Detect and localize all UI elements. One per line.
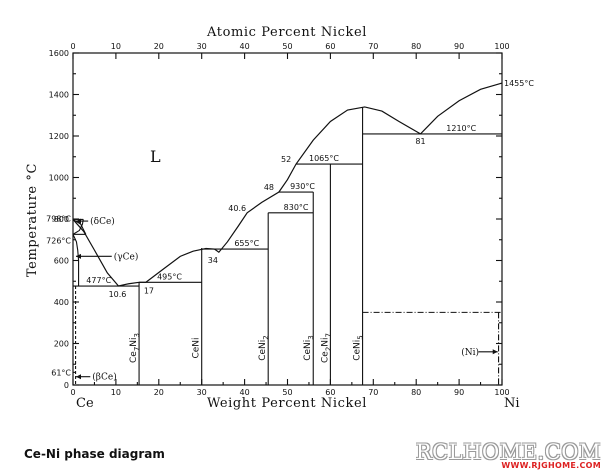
endpoint-ni-label: Ni — [504, 396, 520, 411]
ce-phase-boundary — [72, 219, 84, 235]
ce-phase-boundary — [72, 218, 87, 235]
delta-ce-label-arrowhead — [76, 218, 82, 224]
watermark-main: RCLHOME.COM — [415, 440, 601, 464]
compound-label-part: Ni — [129, 337, 139, 346]
x-top-tick-label: 100 — [494, 42, 509, 51]
compound-label-part: CeNi — [192, 337, 202, 358]
x-top-tick-label: 40 — [240, 42, 250, 51]
x-tick-label: 100 — [494, 388, 509, 397]
ni-melting-point-label: 1455°C — [504, 79, 534, 88]
x-tick-label: 30 — [197, 388, 207, 397]
y-tick-label: 400 — [54, 298, 69, 307]
compound-label-part: CeNi — [258, 340, 268, 361]
x-tick-label: 90 — [454, 388, 464, 397]
compound-label-part: Ce — [320, 351, 330, 363]
ni-arrowhead — [492, 349, 498, 355]
x-tick-label: 80 — [411, 388, 421, 397]
composition-label: 81 — [415, 137, 425, 146]
compound-label-part: Ce — [129, 351, 139, 363]
gamma-ce-label-arrowhead — [76, 253, 82, 259]
invariant-temp-label: 1065°C — [309, 154, 339, 163]
y-tick-label: 800 — [54, 215, 69, 224]
x-top-tick-label: 20 — [154, 42, 164, 51]
compound-label: Ce7Ni3 — [129, 333, 141, 363]
beta-ce-label: (βCe) — [92, 372, 116, 383]
x-top-tick-label: 80 — [411, 42, 421, 51]
y-tick-label: 1400 — [49, 91, 69, 100]
compound-label-part: 2 — [262, 335, 270, 339]
y-tick-label: 1200 — [49, 132, 69, 141]
ce-phase-boundary — [72, 234, 80, 287]
compound-label: CeNi2 — [258, 335, 270, 361]
invariant-temp-label: 655°C — [234, 239, 259, 248]
invariant-temp-label: 726°C — [46, 236, 71, 245]
compound-label-part: 3 — [133, 333, 141, 337]
compound-label-part: Ni — [320, 337, 330, 346]
temp-61-label: 61°C — [51, 368, 71, 377]
x-top-tick-label: 70 — [368, 42, 378, 51]
compound-label-part: 5 — [357, 335, 365, 339]
composition-label: 17 — [144, 286, 154, 295]
compound-label-part: 3 — [307, 335, 315, 339]
phase-boundaries — [72, 82, 503, 385]
x-tick-label: 50 — [282, 388, 292, 397]
compound-label: CeNi5 — [353, 335, 365, 361]
x-axis-label: Weight Percent Nickel — [207, 396, 367, 411]
compound-label: Ce2Ni7 — [320, 333, 332, 363]
x-top-tick-label: 50 — [282, 42, 292, 51]
composition-label: 10.6 — [109, 290, 127, 299]
figure-caption: Ce-Ni phase diagram — [24, 447, 165, 461]
composition-label: 40.6 — [228, 204, 246, 213]
x-top-axis-label: Atomic Percent Nickel — [206, 25, 367, 40]
compound-label-part: CeNi — [303, 340, 313, 361]
x-top-tick-label: 60 — [325, 42, 335, 51]
compound-label-part: 7 — [324, 333, 332, 337]
x-tick-label: 60 — [325, 388, 335, 397]
x-tick-label: 0 — [70, 388, 75, 397]
invariant-temp-label: 1210°C — [446, 124, 476, 133]
y-tick-label: 0 — [64, 381, 69, 390]
watermark-sub: WWW.RJGHOME.COM — [501, 461, 601, 470]
y-tick-label: 600 — [54, 257, 69, 266]
compound-label: CeNi — [192, 337, 202, 358]
x-tick-label: 40 — [240, 388, 250, 397]
delta-ce-label: (δCe) — [90, 216, 115, 227]
invariant-lines: 798°C 726°C 477°C 495°C 655°C 830°C 930°C 1065°… — [46, 124, 502, 287]
invariant-temp-label: 495°C — [157, 272, 182, 281]
liquidus-curve — [72, 82, 503, 287]
y-axis-label: Temperature °C — [25, 163, 40, 277]
invariant-temp-label: 930°C — [290, 182, 315, 191]
ni-phase-label: (Ni) — [461, 347, 479, 358]
annotations: 10.6 173440.6485281(δCe)(γCe)(βCe)(Ni)61°… — [51, 79, 534, 383]
compound-label-part: CeNi — [353, 340, 363, 361]
compound-label: CeNi3 — [303, 335, 315, 361]
endpoint-ce-label: Ce — [76, 396, 94, 411]
invariant-temp-label: 477°C — [86, 276, 111, 285]
composition-label: 52 — [281, 155, 291, 164]
invariant-temp-label: 798°C — [46, 214, 71, 223]
x-top-tick-label: 30 — [197, 42, 207, 51]
axis-tick-labels: 0 10 20 30 40 50 60 70 80 90 1000 10 20 30 40 50 60 70 80 9… — [49, 42, 510, 397]
x-tick-label: 70 — [368, 388, 378, 397]
gamma-ce-label: (γCe) — [114, 251, 139, 262]
liquid-region-label: L — [150, 147, 161, 166]
composition-label: 48 — [264, 183, 274, 192]
composition-label: 34 — [208, 256, 218, 265]
x-top-tick-label: 10 — [111, 42, 121, 51]
beta-ce-label-arrowhead — [76, 374, 82, 380]
invariant-temp-label: 830°C — [284, 203, 309, 212]
y-tick-label: 200 — [54, 340, 69, 349]
phase-diagram: 0 10 20 30 40 50 60 70 80 90 1000 10 20 30 40 50 60 70 80 9… — [25, 25, 534, 411]
x-tick-label: 10 — [111, 388, 121, 397]
watermark: RCLHOME.COM WWW.RJGHOME.COM — [416, 440, 601, 470]
x-top-tick-label: 90 — [454, 42, 464, 51]
y-tick-label: 1600 — [49, 49, 69, 58]
x-top-tick-label: 0 — [70, 42, 75, 51]
x-tick-label: 20 — [154, 388, 164, 397]
compound-label-part: 2 — [324, 347, 332, 351]
compound-label-part: 7 — [133, 347, 141, 351]
y-tick-label: 1000 — [49, 174, 69, 183]
